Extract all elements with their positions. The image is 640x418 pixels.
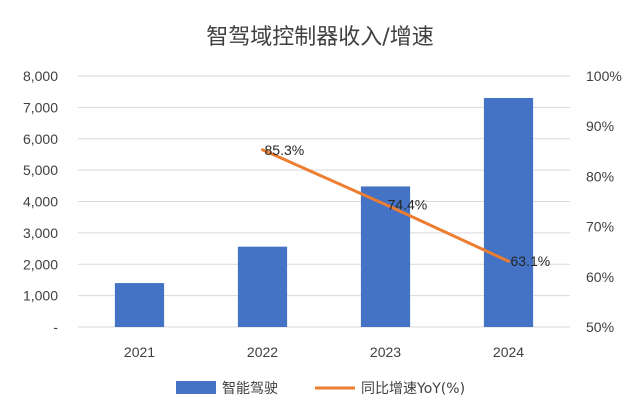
left-tick-label-2: 2,000: [23, 256, 58, 272]
legend-label-line: 同比增速YoY(%): [361, 381, 465, 397]
right-tick-label-5: 100%: [586, 68, 622, 84]
left-axis: - 1,000 2,000 3,000 4,000 5,000 6,000 7,000 8,00…: [23, 68, 58, 335]
left-tick-label-3: 3,000: [23, 225, 58, 241]
left-tick-label-1: 1,000: [23, 288, 58, 304]
legend-swatch-bar: [176, 381, 216, 394]
yoy-line: [261, 148, 510, 263]
x-tick-label-2022: 2022: [247, 344, 278, 360]
left-tick-label-8: 8,000: [23, 68, 58, 84]
right-axis: 50% 60% 70% 80% 90% 100%: [586, 68, 622, 335]
left-tick-label-0: -: [53, 319, 58, 335]
right-tick-label-3: 80%: [586, 168, 614, 184]
bar-2021: [114, 283, 165, 327]
x-tick-label-2024: 2024: [493, 344, 524, 360]
legend-label-bar: 智能驾驶: [222, 381, 278, 397]
right-tick-label-0: 50%: [586, 319, 614, 335]
right-tick-label-4: 90%: [586, 118, 614, 134]
bar-series: [114, 97, 534, 328]
bar-2023: [360, 186, 411, 327]
yoy-label-2024: 63.1%: [511, 253, 551, 269]
right-tick-label-1: 60%: [586, 269, 614, 285]
yoy-label-2022: 85.3%: [265, 142, 305, 158]
left-tick-label-6: 6,000: [23, 131, 58, 147]
x-axis: 2021 2022 2023 2024: [124, 344, 524, 360]
left-tick-label-7: 7,000: [23, 99, 58, 115]
chart-title: 智驾域控制器收入/增速: [206, 25, 433, 50]
bar-2022: [237, 246, 288, 327]
right-tick-label-2: 70%: [586, 219, 614, 235]
x-tick-label-2023: 2023: [370, 344, 401, 360]
left-tick-label-5: 5,000: [23, 162, 58, 178]
left-tick-label-4: 4,000: [23, 194, 58, 210]
legend: 智能驾驶 同比增速YoY(%): [176, 381, 465, 397]
line-series: 85.3% 74.4% 63.1%: [261, 142, 551, 269]
bar-2024: [483, 97, 534, 328]
x-tick-label-2021: 2021: [124, 344, 155, 360]
yoy-label-2023: 74.4%: [388, 197, 428, 213]
